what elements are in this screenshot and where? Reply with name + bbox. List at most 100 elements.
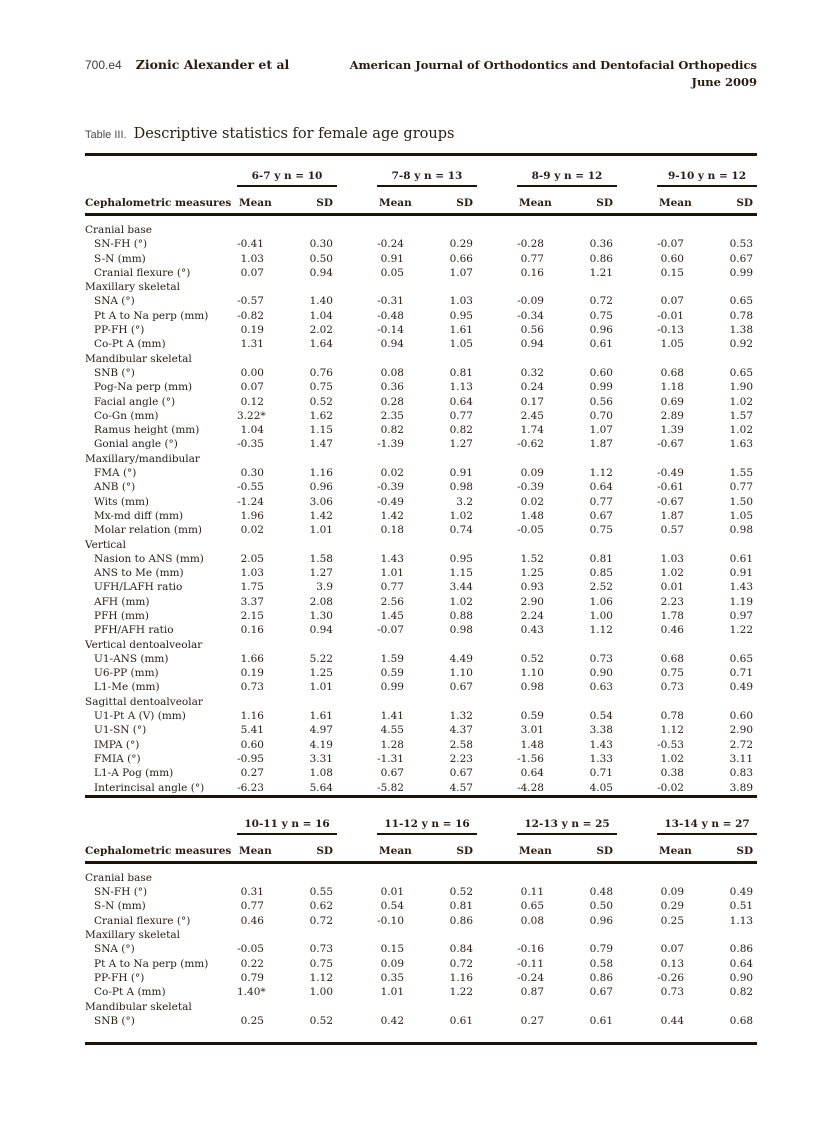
mean-value: 0.08	[380, 366, 404, 379]
mean-value: 0.67	[380, 767, 404, 780]
mean-value: 1.18	[660, 381, 684, 394]
column-gap	[337, 595, 377, 609]
mean-value: 0.05	[380, 266, 404, 279]
sd-value: 1.25	[309, 667, 333, 680]
mean-value: 0.93	[520, 581, 544, 594]
column-gap	[337, 624, 377, 638]
mean-value: -0.49	[657, 467, 684, 480]
measure-label: PP-FH (°)	[94, 971, 145, 984]
mean-value: 0.02	[520, 495, 544, 508]
column-gap	[337, 295, 377, 309]
column-gap	[617, 466, 657, 480]
column-gap	[617, 424, 657, 438]
age-group-label: 10-11 y n = 16	[237, 818, 338, 836]
mean-value: -0.35	[237, 438, 264, 451]
sd-value: 0.96	[309, 481, 333, 494]
mean-value: -1.24	[237, 495, 264, 508]
mean-value: 0.31	[240, 886, 264, 899]
column-gap	[617, 957, 657, 971]
sd-value: 0.74	[449, 524, 473, 537]
age-group-row: 6-7 y n = 10 7-8 y n = 13 8-9 y n = 12 9-10…	[85, 155, 758, 188]
sd-value: 1.02	[729, 424, 754, 437]
measure-label: Pog-Na perp (mm)	[94, 381, 193, 394]
column-gap	[477, 781, 517, 797]
sd-value: 0.95	[449, 552, 473, 565]
column-gap	[337, 552, 377, 566]
measure-row: Wits (mm) -1.24 3.06 -0.49 3.2 0.02 0.77 -0.67 1…	[85, 495, 757, 509]
sd-value: 0.77	[449, 409, 473, 422]
table-header: 6-7 y n = 10 7-8 y n = 13 8-9 y n = 12 9-10…	[85, 155, 758, 215]
mean-value: 1.59	[380, 652, 404, 665]
measure-label: S-N (mm)	[94, 252, 146, 265]
measure-row: ANB (°) -0.55 0.96 -0.39 0.98 -0.39 0.64 -0.61 0…	[85, 481, 757, 495]
mean-value: 0.57	[660, 524, 684, 537]
column-gap	[337, 724, 377, 738]
sd-value: 0.56	[589, 395, 613, 408]
sd-value: 0.29	[449, 238, 473, 251]
sd-value: 3.11	[729, 752, 754, 765]
table-body: Cranial base SN-FH (°) 0.31 0.55 0.01 0.52 0.1…	[85, 863, 757, 1044]
sd-value: 0.63	[589, 681, 613, 694]
sd-value: 0.84	[449, 943, 474, 956]
sd-value: 0.49	[729, 681, 754, 694]
mean-value: -0.05	[517, 524, 544, 537]
column-gap	[617, 338, 657, 352]
column-gap	[477, 667, 517, 681]
column-gap	[337, 524, 377, 538]
measure-label: Wits (mm)	[94, 495, 150, 508]
sd-value: 1.15	[449, 567, 473, 580]
sd-column-header: SD	[456, 845, 474, 858]
mean-value: 0.54	[380, 900, 405, 913]
mean-value: 0.24	[520, 381, 544, 394]
mean-value: 0.27	[520, 1014, 545, 1027]
sd-value: 1.07	[449, 266, 473, 279]
column-gap	[477, 595, 517, 609]
journal-name: American Journal of Orthodontics and Den…	[349, 58, 757, 72]
sd-value: 0.36	[589, 238, 613, 251]
sd-value: 0.65	[729, 652, 754, 665]
mean-value: 1.96	[240, 509, 264, 522]
measure-row: S-N (mm) 1.03 0.50 0.91 0.66 0.77 0.86 0.60 0.67	[85, 252, 757, 266]
mean-value: 0.28	[380, 395, 404, 408]
mean-value: -0.24	[377, 238, 404, 251]
mean-value: 0.73	[660, 986, 685, 999]
column-gap	[337, 323, 377, 337]
mean-value: -0.31	[377, 295, 404, 308]
sd-value: 0.54	[589, 710, 613, 723]
column-gap	[617, 366, 657, 380]
section-label: Mandibular skeletal	[85, 1000, 192, 1013]
mean-value: 0.68	[660, 366, 684, 379]
measure-row: IMPA (°) 0.60 4.19 1.28 2.58 1.48 1.43 -0.53 2.7…	[85, 738, 757, 752]
sd-value: 2.02	[309, 324, 333, 337]
column-gap	[477, 524, 517, 538]
column-gap	[477, 914, 517, 928]
mean-value: 0.13	[660, 957, 685, 970]
mean-value: -1.39	[377, 438, 404, 451]
sd-value: 0.90	[729, 971, 754, 984]
sd-column-header: SD	[456, 197, 473, 210]
column-gap	[337, 238, 377, 252]
age-group-header: 13-14 y n = 27	[657, 804, 758, 836]
column-gap	[617, 971, 657, 985]
measure-label: Pt A to Na perp (mm)	[94, 957, 209, 970]
mean-value: 0.56	[520, 324, 544, 337]
mean-value: 0.07	[660, 943, 685, 956]
sd-value: 0.85	[589, 567, 613, 580]
sd-value: 0.86	[589, 971, 614, 984]
column-gap	[617, 652, 657, 666]
age-group-header: 10-11 y n = 16	[237, 804, 338, 836]
column-gap	[337, 581, 377, 595]
section-row: Sagittal dentoalveolar	[85, 695, 757, 709]
column-gap	[617, 509, 657, 523]
sd-value: 0.86	[729, 943, 754, 956]
sd-value: 1.01	[309, 681, 333, 694]
sd-value: 0.67	[449, 681, 473, 694]
sd-value: 0.77	[589, 495, 613, 508]
mean-value: 2.90	[520, 595, 544, 608]
age-group-label: 11-12 y n = 16	[377, 818, 478, 836]
sd-value: 1.62	[309, 409, 333, 422]
column-gap	[617, 1014, 657, 1044]
measure-label: SN-FH (°)	[94, 886, 148, 899]
measure-row: Cranial flexure (°) 0.07 0.94 0.05 1.07 0.16 1…	[85, 266, 757, 280]
column-gap	[477, 652, 517, 666]
